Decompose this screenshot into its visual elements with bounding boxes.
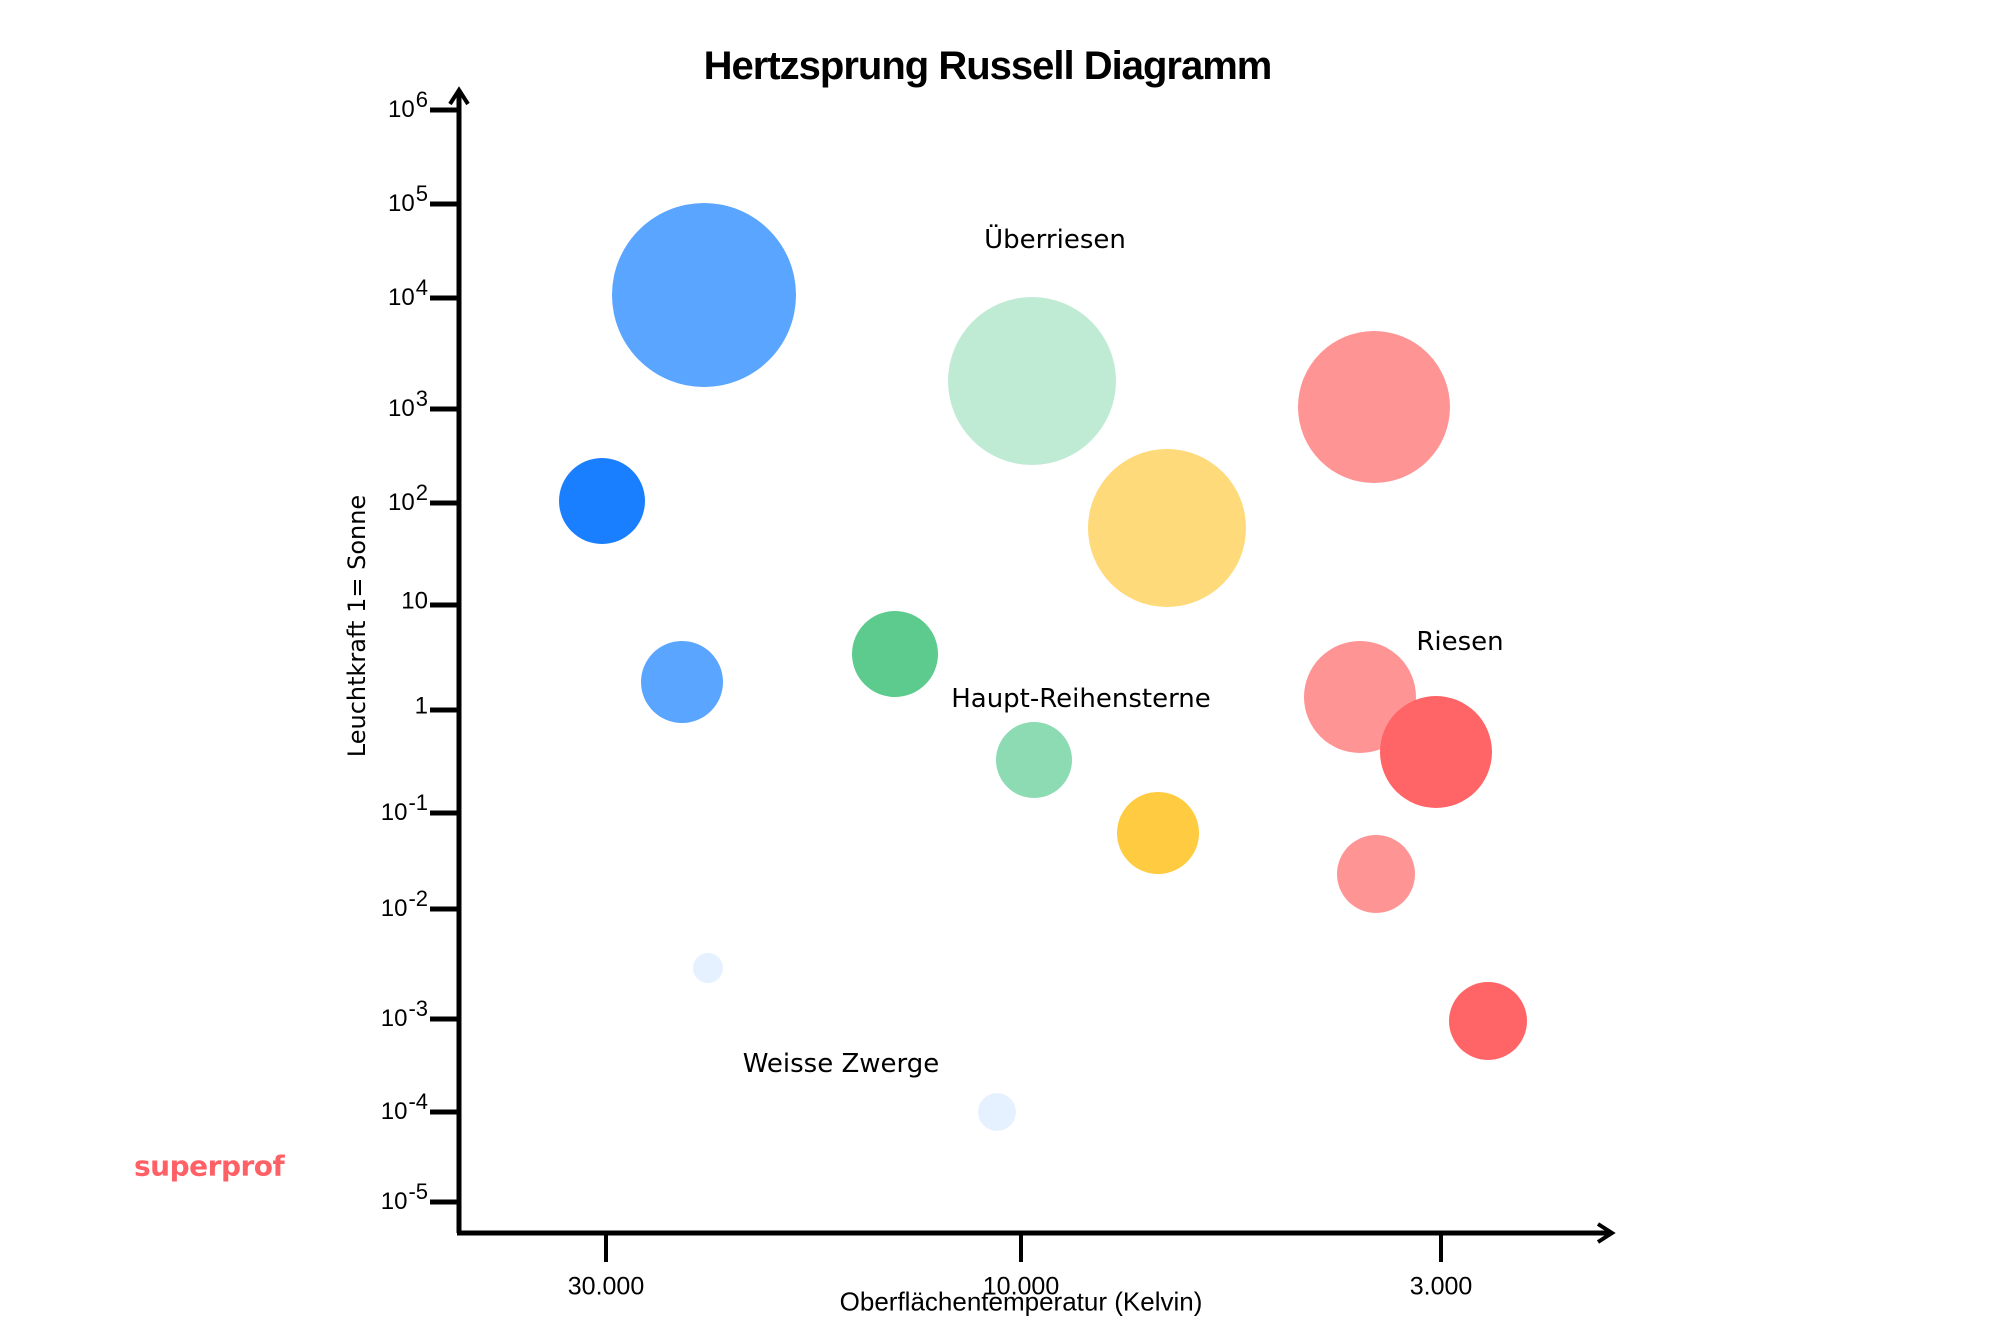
axis-lines [448,86,1616,1244]
x-tick-label: 30.000 [567,1272,645,1301]
group-label: Haupt-Reihensterne [951,684,1211,714]
chart-title: Hertzsprung Russell Diagramm [703,44,1273,88]
x-axis-arrow-icon [1596,1222,1616,1244]
star-bubble [996,722,1072,798]
x-axis-label: Oberflächentemperatur (Kelvin) [839,1286,1203,1317]
x-tick-label: 10.000 [982,1272,1060,1301]
superprof-logo: superprof [134,1149,285,1183]
group-label: Riesen [1416,627,1504,657]
star-bubble [948,297,1116,465]
star-bubble [1298,331,1450,483]
star-bubble [693,953,723,983]
x-tick-label: 3.000 [1409,1272,1473,1301]
star-bubble [641,641,723,723]
y-tick-label: 1 [414,692,428,720]
group-label: Überriesen [984,225,1126,255]
y-tick-marks [430,107,459,1205]
star-bubble [852,611,938,697]
y-axis-label: Leuchtkraft 1= Sonne [343,494,371,758]
y-tick-label: 10-5 [380,1179,428,1216]
star-bubble [1380,696,1492,808]
y-tick-label: 102 [388,480,428,517]
group-label: Weisse Zwerge [742,1049,940,1079]
y-tick-label: 10-1 [380,790,428,827]
star-bubbles [559,203,1527,1131]
star-bubble [1088,449,1246,607]
y-tick-label: 103 [388,386,428,423]
y-axis-arrow-icon [448,86,470,106]
star-bubble [1337,835,1415,913]
y-tick-label: 10 [401,587,428,615]
y-tick-label: 10-2 [380,886,428,923]
star-bubble [1117,792,1199,874]
star-bubble [559,458,645,544]
star-bubble [1449,982,1527,1060]
star-bubble [978,1093,1016,1131]
y-tick-label: 10-3 [380,996,428,1033]
y-tick-label: 104 [388,275,428,312]
y-tick-label: 105 [388,181,428,218]
y-tick-label: 10-4 [380,1089,428,1126]
y-tick-label: 106 [388,87,428,124]
x-tick-marks [604,1233,1443,1262]
star-bubble [612,203,796,387]
